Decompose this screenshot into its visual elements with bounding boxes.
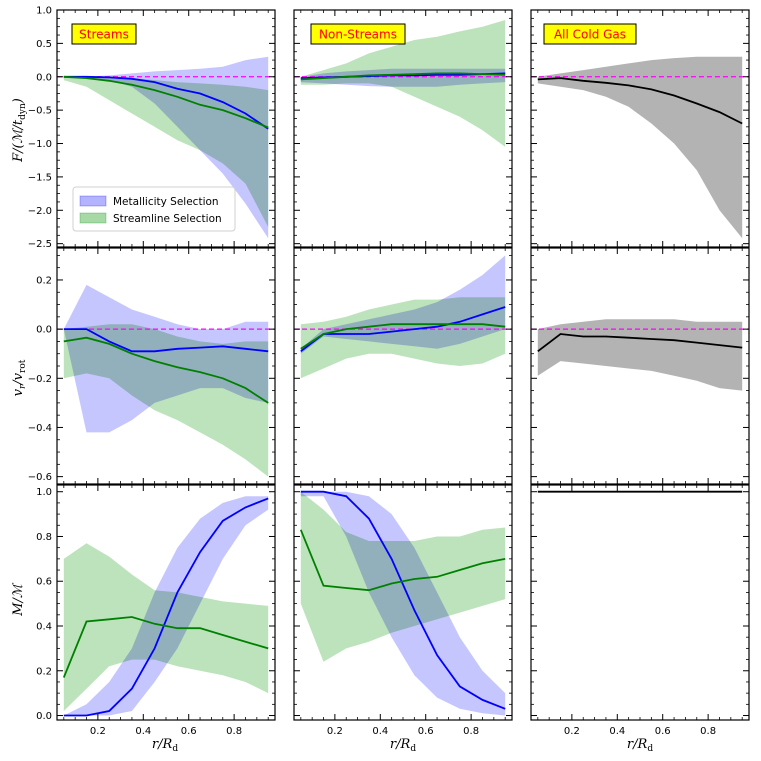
xlabel-col-3: r/Rd: [627, 737, 653, 754]
panel-r1-non-streams-streamline-band: [300, 20, 506, 147]
panel-r3-streams-streamline-line: [62, 616, 269, 678]
legend-label-metallicity: Metallicity Selection: [113, 196, 219, 208]
ytick-label-r3-3: 0.4: [36, 622, 52, 633]
xtick-label-streams-3: 0.8: [226, 726, 242, 737]
legend-swatch-streamline: [79, 212, 107, 224]
xtick-label-streams-2: 0.6: [181, 726, 197, 737]
xtick-label-streams-0: 0.2: [90, 726, 106, 737]
ytick-label-r3-0: 1.0: [36, 487, 52, 498]
title-all-cold-gas-text: All Cold Gas: [554, 28, 626, 42]
xtick-label-all-cold-gas-2: 0.6: [655, 726, 671, 737]
ytick-label-r1-2: 0.0: [36, 72, 52, 83]
title-streams: Streams: [71, 23, 137, 45]
panel-r3-non-streams-metallicity-line: [300, 490, 506, 710]
title-all-cold-gas: All Cold Gas: [543, 23, 637, 45]
ytick-label-r2-1: 0.0: [36, 325, 52, 336]
ytick-label-r1-5: −1.5: [28, 172, 52, 183]
ylabel-row-2: vr/vrot: [11, 359, 28, 396]
ytick-label-r3-5: 0.0: [36, 711, 52, 722]
ytick-label-r1-1: 0.5: [36, 39, 52, 50]
panel-r1-streams-streamline-band: [63, 76, 269, 227]
panel-r1-all-cold-gas-all-band: [537, 56, 743, 239]
xlabel-col-1: r/Rd: [152, 737, 178, 754]
ytick-label-r2-0: 0.2: [36, 275, 52, 286]
legend: Metallicity Selection Streamline Selecti…: [72, 186, 236, 232]
panel-r2-streams-metallicity-line: [63, 328, 269, 353]
title-streams-text: Streams: [79, 28, 129, 42]
panel-r2-all-cold-gas-all-band: [537, 319, 743, 391]
panel-r2-streams-streamline-line: [63, 336, 269, 404]
ytick-label-r2-2: −0.2: [28, 374, 52, 385]
ytick-label-r3-4: 0.2: [36, 666, 52, 677]
xtick-label-non-streams-3: 0.8: [463, 726, 479, 737]
panel-r1-all-cold-gas-all-line: [537, 77, 743, 125]
panel-r1-streams-metallicity-line: [63, 75, 269, 130]
panel-r3-all-cold-gas-frame: [530, 484, 750, 721]
panel-r2-non-streams-streamline-band: [300, 297, 506, 379]
ytick-label-r3-2: 0.6: [36, 577, 52, 588]
xtick-label-streams-1: 0.4: [135, 726, 151, 737]
panel-r2-non-streams-metallicity-line: [300, 306, 506, 353]
xtick-label-all-cold-gas-1: 0.4: [609, 726, 625, 737]
panel-r3-non-streams-streamline-line: [299, 529, 506, 592]
ytick-label-r1-4: −1.0: [28, 139, 52, 150]
ytick-label-r1-6: −2.0: [28, 206, 52, 217]
xtick-label-all-cold-gas-0: 0.2: [564, 726, 580, 737]
panel-r3-non-streams-streamline-band: [300, 491, 506, 662]
ytick-label-r1-7: −2.5: [28, 239, 52, 250]
xtick-label-all-cold-gas-3: 0.8: [700, 726, 716, 737]
xtick-label-non-streams-2: 0.6: [418, 726, 434, 737]
panel-r2-streams-streamline-band: [63, 324, 269, 477]
title-non-streams-text: Non-Streams: [319, 28, 397, 42]
ytick-label-r2-4: −0.6: [28, 472, 52, 483]
ytick-label-r1-0: 1.0: [36, 6, 52, 17]
xtick-label-non-streams-1: 0.4: [372, 726, 388, 737]
panel-r1-non-streams-streamline-line: [300, 72, 506, 81]
panel-r2-all-cold-gas-all-line: [537, 333, 743, 353]
panel-r3-streams-streamline-band: [63, 543, 269, 711]
legend-label-streamline: Streamline Selection: [113, 213, 222, 225]
ylabel-row-3: M/ℳ: [11, 582, 26, 617]
panel-r1-streams-streamline-line: [63, 75, 269, 129]
ytick-label-r3-1: 0.8: [36, 532, 52, 543]
ytick-label-r2-3: −0.4: [28, 423, 52, 434]
ylabel-row-1: F/(ℳ/tdyn): [11, 98, 28, 163]
panel-r3-streams-metallicity-line: [63, 497, 269, 717]
title-non-streams: Non-Streams: [310, 23, 406, 45]
xtick-label-non-streams-0: 0.2: [327, 726, 343, 737]
ytick-label-r1-3: −0.5: [28, 106, 52, 117]
panel-r2-non-streams-streamline-line: [300, 323, 506, 350]
legend-swatch-metallicity: [79, 195, 107, 207]
xlabel-col-2: r/Rd: [390, 737, 416, 754]
